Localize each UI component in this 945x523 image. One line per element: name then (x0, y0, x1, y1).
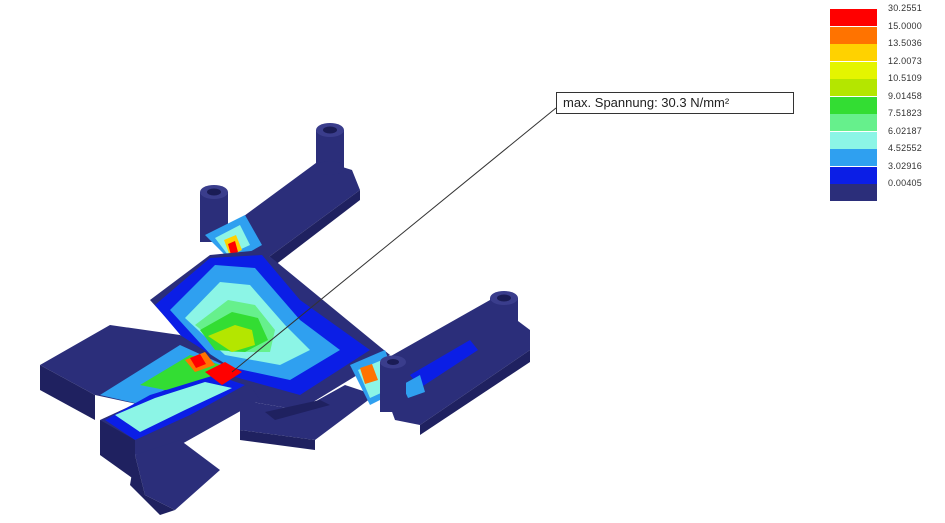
stress-zone-front-neck-hot (360, 364, 378, 384)
legend-swatch (830, 79, 877, 96)
legend-swatch (830, 184, 877, 201)
stress-color-legend: 30.2551 15.0000 13.5036 12.0073 10.5109 9.014… (830, 3, 938, 201)
legend-value: 30.2551 (888, 3, 922, 13)
legend-row: 12.0073 (830, 55, 938, 79)
post-front-middle (380, 362, 406, 412)
legend-value: 12.0073 (888, 55, 922, 66)
post-front-right-hole (497, 294, 511, 302)
legend-value: 0.00405 (888, 178, 922, 188)
post-back-right-base (316, 161, 344, 175)
stress-zone-left-upper-red (190, 354, 206, 368)
stress-zone-neck-back-red (228, 241, 238, 255)
block-mid-left (100, 420, 135, 480)
legend-swatch (830, 166, 877, 184)
legend-row: 0.00405 (830, 178, 938, 201)
lower-plate-recess (265, 400, 330, 420)
legend-value: 6.02187 (888, 125, 922, 136)
legend-value: 4.52552 (888, 143, 922, 153)
legend-row: 15.0000 (830, 20, 938, 44)
stress-zone-left-lower-hot (205, 362, 242, 385)
arm-front-right-face (420, 350, 530, 435)
lower-plate-face (240, 430, 315, 450)
legend-row: 9.01458 (830, 90, 938, 114)
arm-left-upper-face (40, 365, 95, 420)
legend-swatch (830, 9, 877, 26)
legend-swatch (830, 149, 877, 166)
legend-swatch (830, 96, 877, 114)
lower-plate (240, 385, 375, 440)
legend-swatch (830, 26, 877, 44)
legend-swatch (830, 61, 877, 79)
legend-row: 6.02187 (830, 125, 938, 149)
max-stress-annotation: max. Spannung: 30.3 N/mm² (556, 92, 794, 114)
block-bottom-left (135, 440, 220, 510)
legend-value: 10.5109 (888, 73, 922, 83)
stress-zone-front-right-light (402, 375, 425, 398)
stress-zone-front-right (410, 340, 478, 388)
plate-stress-yellowgreen (208, 325, 255, 352)
stress-zone-left-lower-mid (115, 382, 232, 432)
post-back-left-hole (207, 188, 221, 196)
post-front-middle-hole (387, 359, 399, 365)
legend-value: 13.5036 (888, 38, 922, 48)
model-part (40, 123, 530, 515)
legend-value: 3.02916 (888, 160, 922, 171)
legend-swatch (830, 131, 877, 149)
max-stress-label: max. Spannung: 30.3 N/mm² (563, 95, 730, 110)
arm-back-right (225, 160, 360, 262)
legend-row: 7.51823 (830, 108, 938, 131)
legend-row: 13.5036 (830, 38, 938, 61)
legend-swatch (830, 44, 877, 61)
legend-swatch (830, 114, 877, 131)
legend-value: 7.51823 (888, 108, 922, 118)
legend-row: 3.02916 (830, 160, 938, 184)
legend-row: 30.2551 (830, 3, 938, 26)
legend-value: 9.01458 (888, 90, 922, 101)
legend-row: 4.52552 (830, 143, 938, 166)
legend-value: 15.0000 (888, 20, 922, 31)
arm-back-right-side (262, 190, 360, 272)
legend-row: 10.5109 (830, 73, 938, 96)
post-back-right-hole (323, 126, 337, 134)
annotation-leader-line (231, 107, 557, 373)
